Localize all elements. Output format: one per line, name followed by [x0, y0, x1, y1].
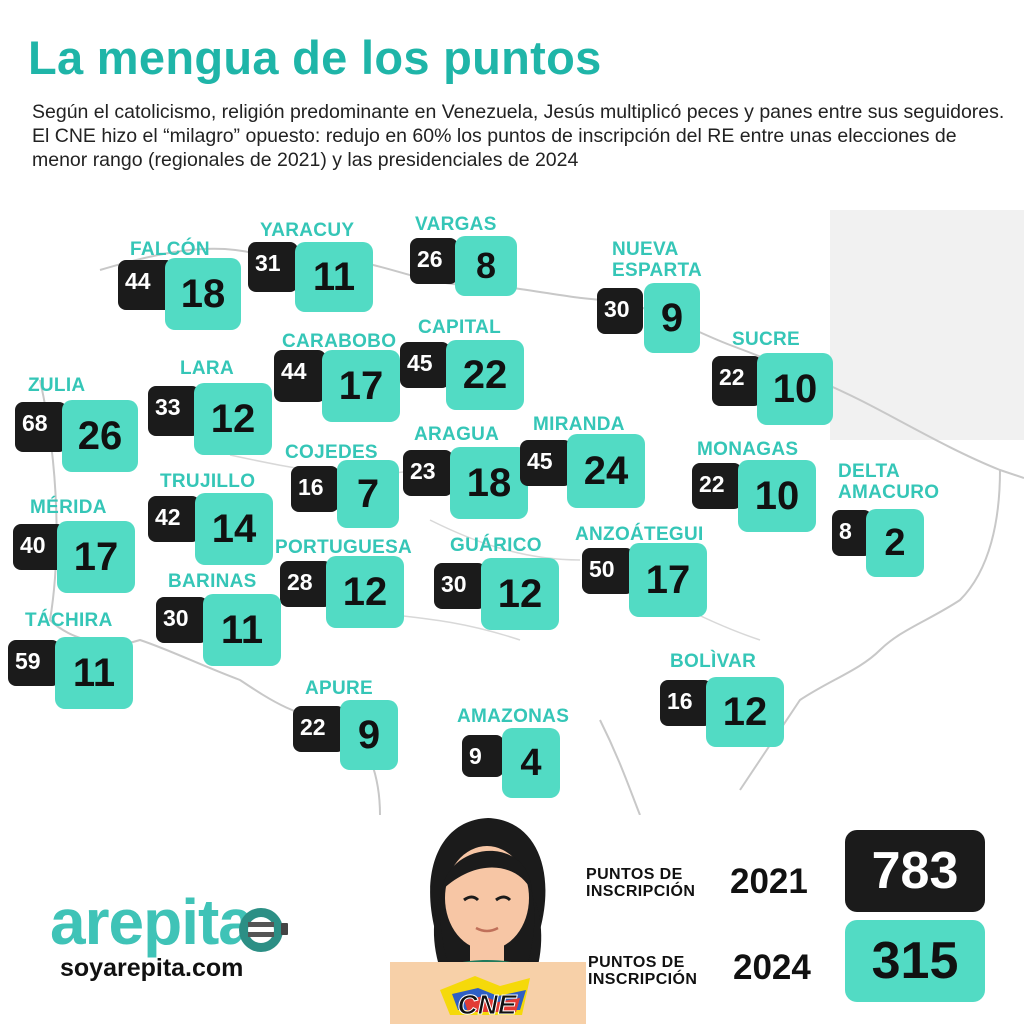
totals-2024-value: 315: [845, 920, 985, 1002]
region-2024-points-vargas: 8: [455, 236, 517, 296]
region-2024-points-delta-amacuro: 2: [866, 509, 924, 577]
region-2024-points-portuguesa: 12: [326, 556, 404, 628]
region-name-lara: LARA: [180, 358, 234, 379]
region-name-miranda: MIRANDA: [533, 414, 625, 435]
region-2021-points-merida: 40: [13, 524, 65, 570]
region-2024-points-bolivar: 12: [706, 677, 784, 747]
region-name-capital: CAPITAL: [418, 317, 502, 338]
region-2024-points-lara: 12: [194, 383, 272, 455]
region-2024-points-amazonas: 4: [502, 728, 560, 798]
region-2024-points-capital: 22: [446, 340, 524, 410]
region-2024-points-aragua: 18: [450, 447, 528, 519]
totals-2021-value: 783: [845, 830, 985, 912]
region-2024-points-cojedes: 7: [337, 460, 399, 528]
region-2021-points-monagas: 22: [692, 463, 742, 509]
region-2024-points-zulia: 26: [62, 400, 138, 472]
region-name-aragua: ARAGUA: [414, 424, 500, 445]
region-name-yaracuy: YARACUY: [260, 220, 355, 241]
region-2024-points-anzoategui: 17: [629, 543, 707, 617]
region-2024-points-trujillo: 14: [195, 493, 273, 565]
region-2021-points-bolivar: 16: [660, 680, 712, 726]
region-name-tachira: TÁCHIRA: [25, 610, 113, 631]
cne-logo-text: CNE: [457, 989, 517, 1020]
region-2024-points-miranda: 24: [567, 434, 645, 508]
region-2021-points-zulia: 68: [15, 402, 67, 452]
region-2021-points-nueva-esparta: 30: [597, 288, 643, 334]
region-name-falcon: FALCÓN: [130, 239, 210, 260]
region-2024-points-barinas: 11: [203, 594, 281, 666]
arepita-logo-text: arepita: [50, 888, 254, 958]
region-2024-points-nueva-esparta: 9: [644, 283, 700, 353]
region-name-amazonas: AMAZONAS: [457, 706, 570, 727]
venezuela-map-outline: [39, 210, 1024, 815]
region-name-portuguesa: PORTUGUESA: [275, 537, 413, 558]
region-2021-points-sucre: 22: [712, 356, 762, 406]
page-subtitle: Según el catolicismo, religión predomina…: [32, 101, 1005, 171]
totals-2021-label: PUNTOS DE INSCRIPCIÓN: [586, 866, 695, 900]
region-2021-points-lara: 33: [148, 386, 200, 436]
region-name-merida: MÉRIDA: [30, 497, 107, 518]
region-2021-points-apure: 22: [293, 706, 345, 752]
region-2021-points-miranda: 45: [520, 440, 572, 486]
region-2021-points-amazonas: 9: [462, 735, 504, 777]
region-2024-points-sucre: 10: [757, 353, 833, 425]
region-2021-points-trujillo: 42: [148, 496, 200, 542]
region-2021-points-anzoategui: 50: [582, 548, 634, 594]
region-2021-points-capital: 45: [400, 342, 450, 388]
region-name-barinas: BARINAS: [168, 571, 257, 592]
region-2021-points-guarico: 30: [434, 563, 486, 609]
totals-2021-label-line1: PUNTOS DE: [586, 866, 683, 883]
region-2024-points-apure: 9: [340, 700, 398, 770]
region-name-bolivar: BOLÌVAR: [670, 651, 757, 672]
region-name-apure: APURE: [305, 678, 374, 699]
region-2021-points-portuguesa: 28: [280, 561, 332, 607]
totals-2024-label: PUNTOS DE INSCRIPCIÓN: [588, 954, 697, 988]
region-name-nueva-esparta: NUEVA ESPARTA: [612, 239, 703, 281]
region-2021-points-vargas: 26: [410, 238, 458, 284]
arepita-logo: arepita: [50, 888, 288, 958]
region-2021-points-aragua: 23: [403, 450, 453, 496]
region-2021-points-falcon: 44: [118, 260, 174, 310]
region-2024-points-guarico: 12: [481, 558, 559, 630]
brand-url: soyarepita.com: [60, 954, 244, 982]
region-2024-points-tachira: 11: [55, 637, 133, 709]
region-name-zulia: ZULIA: [28, 375, 86, 396]
totals-2021-label-line2: INSCRIPCIÓN: [586, 883, 696, 900]
region-2021-points-delta-amacuro: 8: [832, 510, 872, 556]
region-2024-points-carabobo: 17: [322, 350, 400, 422]
totals-2024-year: 2024: [733, 948, 811, 987]
region-2024-points-monagas: 10: [738, 460, 816, 532]
region-2021-points-barinas: 30: [156, 597, 208, 643]
region-2021-points-tachira: 59: [8, 640, 60, 686]
woman-with-laptop-illustration: CNE: [390, 818, 586, 1024]
totals-2024-label-line2: INSCRIPCIÓN: [588, 971, 698, 988]
region-name-cojedes: COJEDES: [285, 442, 378, 463]
region-2021-points-yaracuy: 31: [248, 242, 298, 292]
region-name-carabobo: CARABOBO: [282, 331, 397, 352]
region-2024-points-yaracuy: 11: [295, 242, 373, 312]
region-2024-points-merida: 17: [57, 521, 135, 593]
totals-2021-year: 2021: [730, 862, 808, 901]
region-name-monagas: MONAGAS: [697, 439, 799, 460]
region-2021-points-carabobo: 44: [274, 350, 326, 402]
region-name-anzoategui: ANZOÁTEGUI: [575, 524, 704, 545]
region-2024-points-falcon: 18: [165, 258, 241, 330]
region-2021-points-cojedes: 16: [291, 466, 339, 512]
region-name-guarico: GUÁRICO: [450, 535, 542, 556]
region-name-trujillo: TRUJILLO: [160, 471, 256, 492]
totals-2024-label-line1: PUNTOS DE: [588, 954, 685, 971]
region-name-vargas: VARGAS: [415, 214, 497, 235]
region-name-sucre: SUCRE: [732, 329, 801, 350]
region-name-delta-amacuro: DELTA AMACURO: [838, 461, 940, 503]
page-title: La mengua de los puntos: [28, 31, 602, 84]
